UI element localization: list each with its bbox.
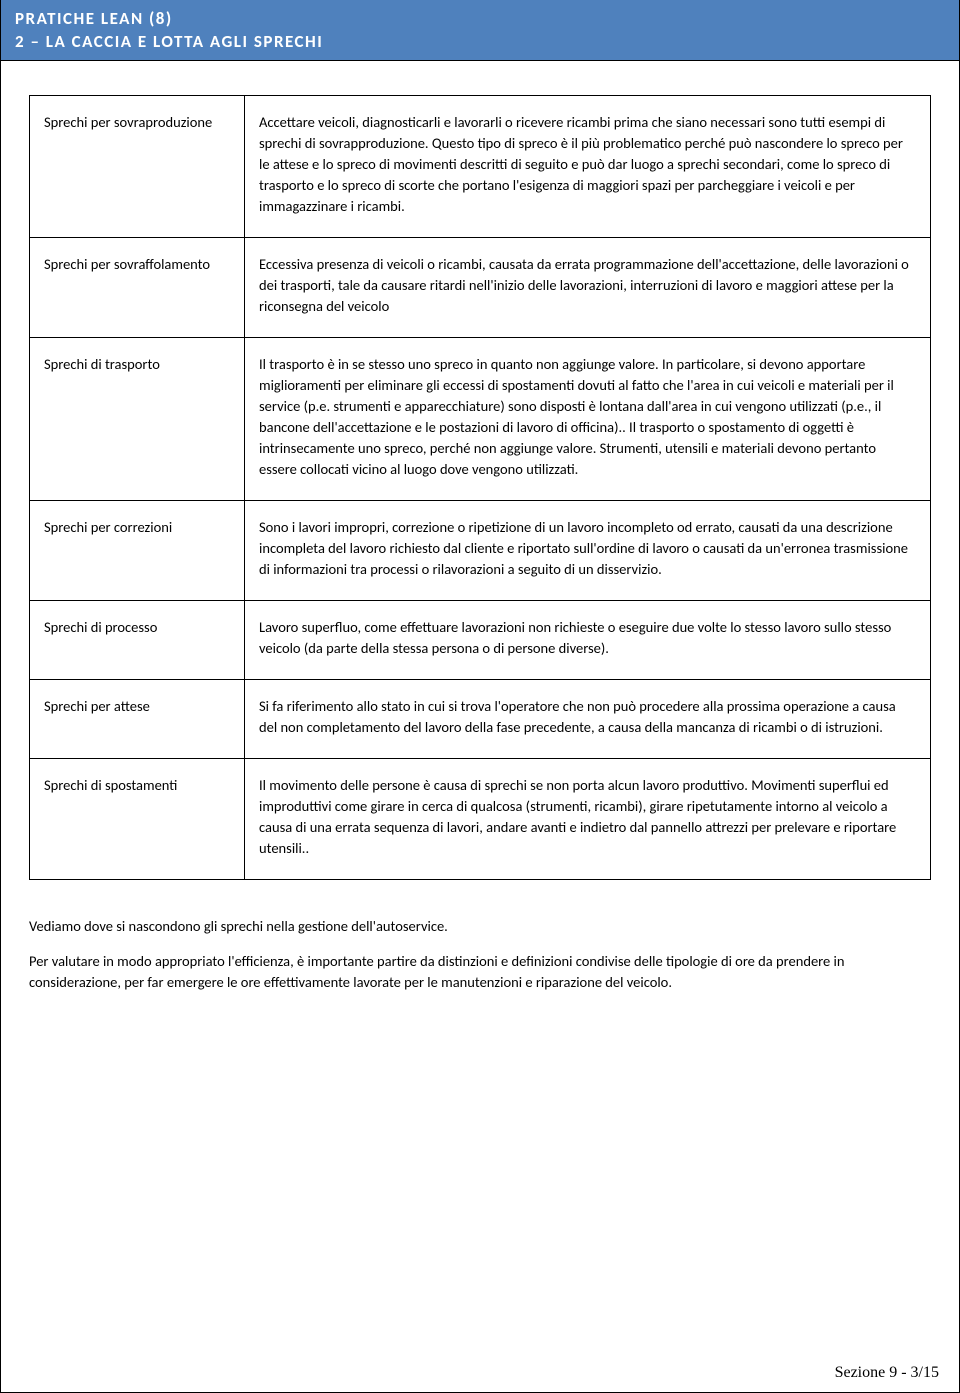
header-line-2: 2 – LA CACCIA E LOTTA AGLI SPRECHI (15, 31, 945, 52)
table-row: Sprechi per sovraffolamento Eccessiva pr… (30, 238, 931, 338)
paragraph: Per valutare in modo appropriato l'effic… (29, 951, 931, 993)
table-row: Sprechi per correzioni Sono i lavori imp… (30, 501, 931, 601)
row-label: Sprechi per sovraproduzione (30, 96, 245, 238)
table-row: Sprechi di spostamenti Il movimento dell… (30, 759, 931, 880)
page-footer: Sezione 9 - 3/15 (835, 1364, 939, 1382)
section-header: PRATICHE LEAN (8) 2 – LA CACCIA E LOTTA … (1, 0, 959, 61)
row-label: Sprechi di spostamenti (30, 759, 245, 880)
table-row: Sprechi per sovraproduzione Accettare ve… (30, 96, 931, 238)
table-row: Sprechi per attese Si fa riferimento all… (30, 680, 931, 759)
document-page: PRATICHE LEAN (8) 2 – LA CACCIA E LOTTA … (0, 0, 960, 1393)
sprechi-table: Sprechi per sovraproduzione Accettare ve… (29, 95, 931, 880)
paragraph: Vediamo dove si nascondono gli sprechi n… (29, 916, 931, 937)
row-description: Eccessiva presenza di veicoli o ricambi,… (245, 238, 931, 338)
row-label: Sprechi per attese (30, 680, 245, 759)
row-label: Sprechi di processo (30, 601, 245, 680)
row-description: Il trasporto è in se stesso uno spreco i… (245, 338, 931, 501)
row-description: Il movimento delle persone è causa di sp… (245, 759, 931, 880)
row-label: Sprechi per correzioni (30, 501, 245, 601)
after-text: Vediamo dove si nascondono gli sprechi n… (1, 880, 959, 993)
table-row: Sprechi di processo Lavoro superfluo, co… (30, 601, 931, 680)
row-description: Lavoro superfluo, come effettuare lavora… (245, 601, 931, 680)
row-label: Sprechi di trasporto (30, 338, 245, 501)
table-row: Sprechi di trasporto Il trasporto è in s… (30, 338, 931, 501)
row-description: Si fa riferimento allo stato in cui si t… (245, 680, 931, 759)
header-line-1: PRATICHE LEAN (8) (15, 8, 945, 29)
content-area: Sprechi per sovraproduzione Accettare ve… (1, 61, 959, 880)
row-description: Sono i lavori impropri, correzione o rip… (245, 501, 931, 601)
row-label: Sprechi per sovraffolamento (30, 238, 245, 338)
row-description: Accettare veicoli, diagnosticarli e lavo… (245, 96, 931, 238)
